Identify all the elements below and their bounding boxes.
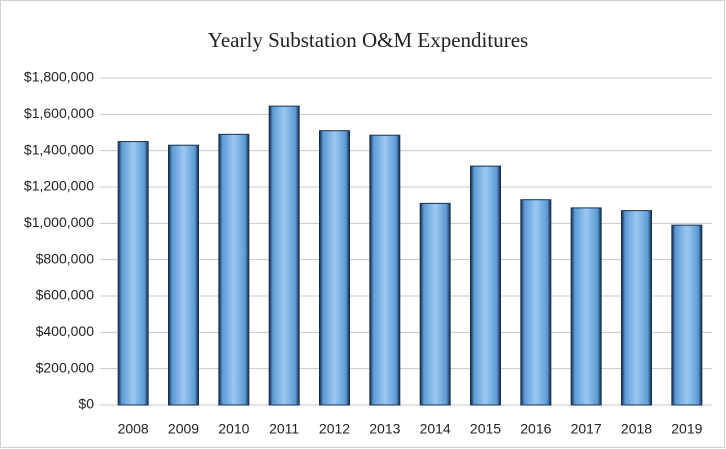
bar — [319, 130, 350, 406]
x-tick-label: 2012 — [319, 421, 350, 437]
x-tick-label: 2009 — [168, 421, 199, 437]
x-tick-label: 2019 — [671, 421, 702, 437]
bar — [671, 224, 703, 406]
x-tick-label: 2008 — [118, 421, 149, 437]
x-tick-label: 2011 — [269, 421, 299, 437]
y-tick-label: $1,400,000 — [24, 141, 94, 157]
bar — [117, 141, 149, 406]
x-tick-label: 2015 — [470, 421, 501, 437]
bar — [419, 202, 451, 406]
bar — [168, 144, 199, 406]
bar — [268, 105, 300, 406]
x-tick-label: 2018 — [621, 421, 652, 437]
chart-title: Yearly Substation O&M Expenditures — [208, 28, 528, 52]
x-tick-label: 2014 — [420, 421, 451, 437]
x-tick-label: 2013 — [369, 421, 400, 437]
bar — [470, 165, 501, 406]
bar — [621, 210, 652, 406]
y-tick-label: $0 — [78, 396, 94, 412]
y-tick-label: $1,200,000 — [24, 178, 94, 194]
x-tick-label: 2016 — [520, 421, 551, 437]
y-tick-label: $600,000 — [36, 287, 95, 303]
y-tick-label: $1,600,000 — [24, 105, 94, 121]
y-tick-label: $1,800,000 — [24, 69, 94, 85]
bar — [218, 133, 250, 406]
bar — [369, 134, 401, 406]
x-tick-label: 2010 — [218, 421, 249, 437]
x-tick-label: 2017 — [571, 421, 602, 437]
bar — [570, 207, 602, 406]
y-tick-label: $400,000 — [36, 323, 95, 339]
y-tick-label: $1,000,000 — [24, 214, 94, 230]
y-tick-label: $200,000 — [36, 359, 95, 375]
y-tick-label: $800,000 — [36, 250, 95, 266]
bar — [520, 199, 552, 406]
